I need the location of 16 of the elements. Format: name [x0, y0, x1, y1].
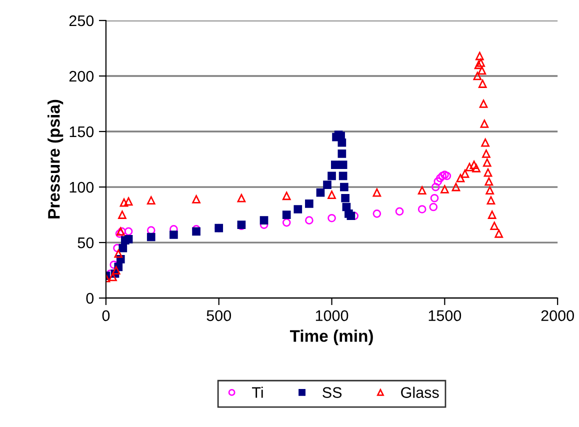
legend-label: Glass — [401, 386, 439, 398]
y-tick-label: 0 — [86, 292, 94, 304]
legend-label: SS — [322, 387, 342, 398]
x-tick-label: 1500 — [428, 310, 462, 322]
y-axis-title: Pressure (psia) — [48, 100, 64, 218]
y-tick-label: 50 — [78, 237, 94, 248]
legend-label: Ti — [252, 386, 263, 398]
x-axis-title: Time (min) — [290, 330, 373, 346]
x-tick-label: 2000 — [541, 310, 574, 322]
y-tick-label: 250 — [69, 15, 94, 26]
y-tick-label: 200 — [69, 70, 94, 82]
x-tick-label: 0 — [102, 310, 110, 322]
x-tick-label: 500 — [206, 310, 232, 322]
y-tick-label: 150 — [70, 126, 94, 138]
y-tick-label: 100 — [70, 182, 94, 193]
x-tick-label: 1000 — [316, 310, 348, 322]
